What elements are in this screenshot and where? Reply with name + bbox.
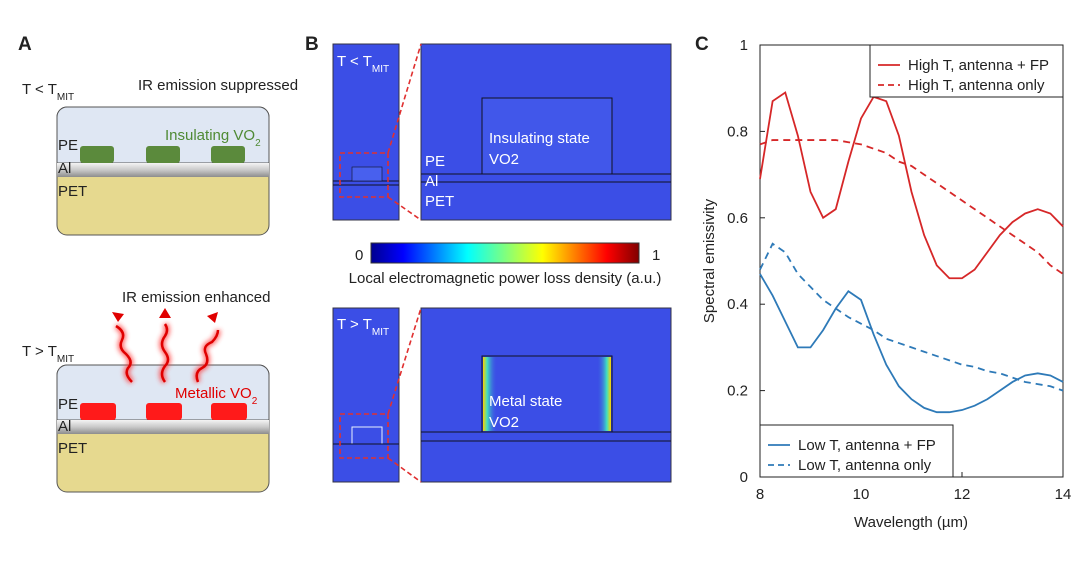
condition-sub: MIT — [372, 327, 389, 338]
state-label: Metal state — [489, 393, 562, 410]
vo2-label: Metallic VO2 — [175, 385, 258, 407]
legend-box — [759, 424, 954, 478]
colorbar-max: 1 — [652, 247, 660, 264]
x-axis-label: Wavelength (µm) — [854, 514, 968, 531]
legend-label: Low T, antenna only — [798, 457, 932, 474]
x-tick-label: 12 — [954, 486, 971, 503]
plot-frame — [759, 44, 1064, 478]
condition: T > TMIT — [337, 316, 389, 338]
condition: T < TMIT — [22, 81, 74, 103]
emission-label: IR emission suppressed — [138, 77, 298, 94]
y-tick-label: 1 — [740, 37, 748, 54]
layer-label: PET — [58, 440, 87, 457]
legend-label: High T, antenna + FP — [908, 57, 1049, 74]
condition-sub: MIT — [372, 64, 389, 75]
layer-label: PET — [58, 183, 87, 200]
panel-label: C — [695, 34, 709, 55]
layer-label: Al — [58, 160, 71, 177]
x-tick-label: 8 — [756, 486, 764, 503]
layer-label: PET — [425, 193, 454, 210]
layer-label: PE — [58, 396, 78, 413]
condition-main: T < T — [22, 81, 57, 98]
condition-main: T < T — [337, 53, 372, 70]
condition-sub: MIT — [57, 92, 74, 103]
x-tick-label: 10 — [853, 486, 870, 503]
y-tick-label: 0.4 — [727, 296, 748, 313]
vo2-label-main: Metallic VO — [175, 385, 252, 402]
layer-label: PE — [58, 137, 78, 154]
series-line — [759, 242, 1064, 392]
condition-main: T > T — [22, 343, 57, 360]
condition: T < TMIT — [337, 53, 389, 75]
emission-label: IR emission enhanced — [122, 289, 270, 306]
layer-label: PE — [425, 153, 445, 170]
layer-label: Al — [425, 173, 438, 190]
colorbar-label: Local electromagnetic power loss density… — [349, 270, 662, 287]
y-axis-label: Spectral emissivity — [701, 198, 718, 323]
y-tick-label: 0 — [740, 469, 748, 486]
colorbar — [370, 242, 640, 264]
legend-label: High T, antenna only — [908, 77, 1045, 94]
state-label: VO2 — [489, 151, 519, 168]
panel-label: A — [18, 34, 32, 55]
y-tick-label: 0.2 — [727, 383, 748, 400]
state-label: VO2 — [489, 414, 519, 431]
simulation-top — [332, 43, 672, 221]
series-line — [759, 139, 1064, 275]
colorbar-min: 0 — [355, 247, 363, 264]
legend-label: Low T, antenna + FP — [798, 437, 936, 454]
series-line — [759, 273, 1064, 414]
series-line — [759, 91, 1064, 280]
condition: T > TMIT — [22, 343, 74, 365]
y-tick-label: 0.8 — [727, 123, 748, 140]
layer-label: Al — [58, 418, 71, 435]
panel-label: B — [305, 34, 319, 55]
device-top — [56, 106, 270, 236]
simulation-bottom — [332, 307, 672, 483]
x-tick-label: 14 — [1055, 486, 1072, 503]
vo2-label-sub: 2 — [252, 396, 258, 407]
condition-sub: MIT — [57, 354, 74, 365]
legend-box — [869, 44, 1064, 98]
vo2-label: Insulating VO2 — [165, 127, 261, 149]
device-bottom — [56, 308, 270, 493]
vo2-label-sub: 2 — [255, 138, 261, 149]
condition-main: T > T — [337, 316, 372, 333]
vo2-label-main: Insulating VO — [165, 127, 255, 144]
y-tick-label: 0.6 — [727, 210, 748, 227]
state-label: Insulating state — [489, 130, 590, 147]
